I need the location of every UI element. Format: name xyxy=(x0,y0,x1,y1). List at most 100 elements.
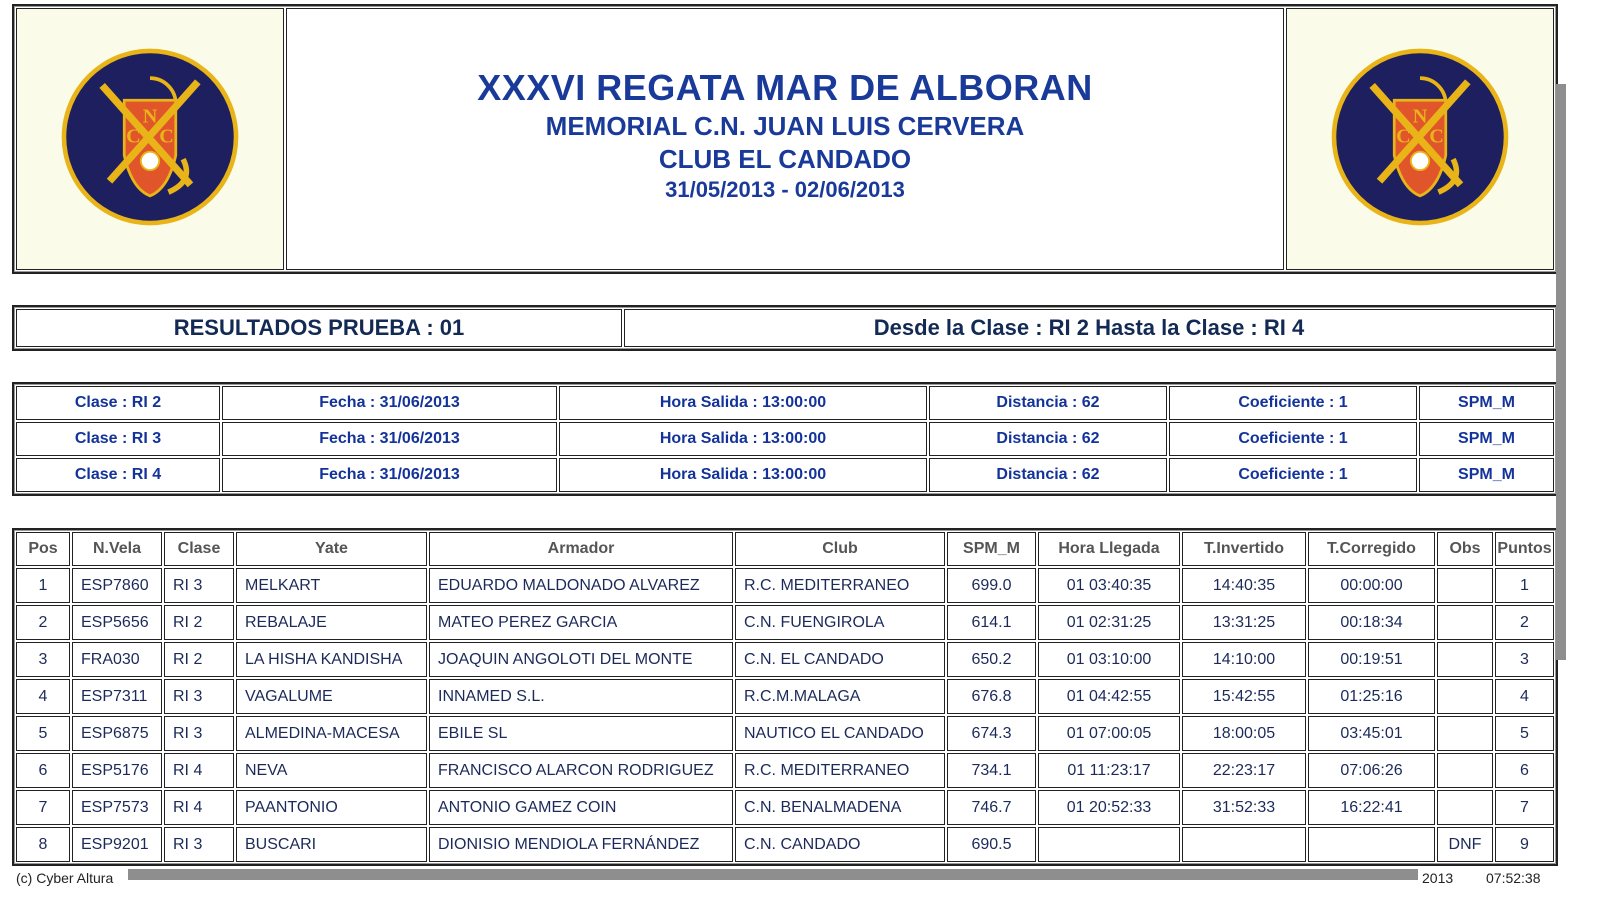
event-dates: 31/05/2013 - 02/06/2013 xyxy=(665,177,905,202)
cell-clase: RI 3 xyxy=(164,568,234,603)
cell-armador: MATEO PEREZ GARCIA xyxy=(429,605,733,640)
cell-clase: RI 3 xyxy=(164,716,234,751)
table-row: 5 ESP6875 RI 3 ALMEDINA-MACESA EBILE SL NAUTI… xyxy=(16,716,1554,751)
class-coef: Coeficiente : 1 xyxy=(1169,458,1417,492)
svg-text:C: C xyxy=(1396,125,1411,147)
cell-t-invertido: 15:42:55 xyxy=(1182,679,1306,714)
column-header[interactable]: T.Invertido xyxy=(1182,532,1306,566)
footer-copyright: (c) Cyber Altura xyxy=(16,870,114,886)
svg-text:C: C xyxy=(159,125,174,147)
class-row: Clase : RI 2 Fecha : 31/06/2013 Hora Salid… xyxy=(16,386,1554,420)
table-row: 7 ESP7573 RI 4 PAANTONIO ANTONIO GAMEZ COIN C… xyxy=(16,790,1554,825)
cell-hora-llegada: 01 20:52:33 xyxy=(1038,790,1180,825)
svg-text:C: C xyxy=(1429,125,1444,147)
cell-pos: 6 xyxy=(16,753,70,788)
cell-puntos: 9 xyxy=(1495,827,1554,862)
cell-obs xyxy=(1437,790,1493,825)
event-club: CLUB EL CANDADO xyxy=(658,144,912,174)
horizontal-scrollbar[interactable] xyxy=(128,869,1418,880)
cell-n-vela: ESP6875 xyxy=(72,716,162,751)
column-header[interactable]: Club xyxy=(735,532,945,566)
cell-puntos: 1 xyxy=(1495,568,1554,603)
event-title-block: XXXVI REGATA MAR DE ALBORAN MEMORIAL C.N… xyxy=(286,8,1284,270)
class-clase: Clase : RI 2 xyxy=(16,386,220,420)
column-header[interactable]: SPM_M xyxy=(947,532,1036,566)
cell-hora-llegada: 01 07:00:05 xyxy=(1038,716,1180,751)
cell-yate: NEVA xyxy=(236,753,427,788)
cell-armador: INNAMED S.L. xyxy=(429,679,733,714)
cell-pos: 3 xyxy=(16,642,70,677)
cell-spm-m: 614.1 xyxy=(947,605,1036,640)
cell-spm-m: 650.2 xyxy=(947,642,1036,677)
cell-t-corregido: 07:06:26 xyxy=(1308,753,1435,788)
cell-t-corregido: 01:25:16 xyxy=(1308,679,1435,714)
class-fecha: Fecha : 31/06/2013 xyxy=(222,386,557,420)
cell-t-corregido: 00:00:00 xyxy=(1308,568,1435,603)
class-clase: Clase : RI 3 xyxy=(16,422,220,456)
column-header[interactable]: Yate xyxy=(236,532,427,566)
cell-clase: RI 2 xyxy=(164,642,234,677)
cell-puntos: 6 xyxy=(1495,753,1554,788)
results-class-range: Desde la Clase : RI 2 Hasta la Clase : R… xyxy=(624,309,1554,347)
cell-yate: VAGALUME xyxy=(236,679,427,714)
column-header[interactable]: Puntos xyxy=(1495,532,1554,566)
footer-time: 07:52:38 xyxy=(1486,870,1541,886)
cell-club: NAUTICO EL CANDADO xyxy=(735,716,945,751)
svg-text:N: N xyxy=(1413,105,1428,127)
cell-n-vela: FRA030 xyxy=(72,642,162,677)
club-logo-icon: NC C xyxy=(61,48,239,225)
cell-club: R.C. MEDITERRANEO xyxy=(735,753,945,788)
event-subtitle: MEMORIAL C.N. JUAN LUIS CERVERA xyxy=(545,111,1025,141)
cell-spm-m: 674.3 xyxy=(947,716,1036,751)
cell-club: C.N. EL CANDADO xyxy=(735,642,945,677)
results-table: Pos N.Vela Clase Yate Armador Club SPM_M Hora L… xyxy=(12,528,1558,866)
cell-n-vela: ESP7573 xyxy=(72,790,162,825)
event-title: XXXVI REGATA MAR DE ALBORAN xyxy=(477,67,1093,108)
cell-t-invertido: 22:23:17 xyxy=(1182,753,1306,788)
cell-pos: 2 xyxy=(16,605,70,640)
column-header[interactable]: Hora Llegada xyxy=(1038,532,1180,566)
cell-spm-m: 746.7 xyxy=(947,790,1036,825)
cell-obs: DNF xyxy=(1437,827,1493,862)
cell-puntos: 7 xyxy=(1495,790,1554,825)
column-header[interactable]: Clase xyxy=(164,532,234,566)
cell-puntos: 5 xyxy=(1495,716,1554,751)
cell-pos: 4 xyxy=(16,679,70,714)
cell-obs xyxy=(1437,568,1493,603)
cell-hora-llegada: 01 03:10:00 xyxy=(1038,642,1180,677)
column-header[interactable]: Obs xyxy=(1437,532,1493,566)
cell-armador: ANTONIO GAMEZ COIN xyxy=(429,790,733,825)
cell-n-vela: ESP7860 xyxy=(72,568,162,603)
cell-spm-m: 690.5 xyxy=(947,827,1036,862)
class-coef: Coeficiente : 1 xyxy=(1169,386,1417,420)
cell-hora-llegada: 01 04:42:55 xyxy=(1038,679,1180,714)
class-row: Clase : RI 4 Fecha : 31/06/2013 Hora Salid… xyxy=(16,458,1554,492)
column-header[interactable]: T.Corregido xyxy=(1308,532,1435,566)
cell-puntos: 3 xyxy=(1495,642,1554,677)
class-sistema: SPM_M xyxy=(1419,422,1554,456)
cell-n-vela: ESP7311 xyxy=(72,679,162,714)
column-header[interactable]: Pos xyxy=(16,532,70,566)
cell-t-invertido: 18:00:05 xyxy=(1182,716,1306,751)
cell-armador: FRANCISCO ALARCON RODRIGUEZ xyxy=(429,753,733,788)
results-header: RESULTADOS PRUEBA : 01 Desde la Clase : … xyxy=(12,305,1558,351)
cell-t-corregido xyxy=(1308,827,1435,862)
svg-text:C: C xyxy=(126,125,141,147)
cell-clase: RI 3 xyxy=(164,679,234,714)
vertical-scrollbar[interactable] xyxy=(1556,84,1566,660)
class-hora: Hora Salida : 13:00:00 xyxy=(559,458,927,492)
cell-obs xyxy=(1437,679,1493,714)
table-row: 8 ESP9201 RI 3 BUSCARI DIONISIO MENDIOLA FER… xyxy=(16,827,1554,862)
cell-clase: RI 4 xyxy=(164,753,234,788)
cell-yate: LA HISHA KANDISHA xyxy=(236,642,427,677)
class-info-table: Clase : RI 2 Fecha : 31/06/2013 Hora Salid… xyxy=(12,382,1558,496)
column-header[interactable]: N.Vela xyxy=(72,532,162,566)
table-row: 1 ESP7860 RI 3 MELKART EDUARDO MALDONADO ALV… xyxy=(16,568,1554,603)
class-hora: Hora Salida : 13:00:00 xyxy=(559,422,927,456)
cell-clase: RI 4 xyxy=(164,790,234,825)
cell-yate: BUSCARI xyxy=(236,827,427,862)
column-header[interactable]: Armador xyxy=(429,532,733,566)
cell-pos: 7 xyxy=(16,790,70,825)
cell-yate: MELKART xyxy=(236,568,427,603)
